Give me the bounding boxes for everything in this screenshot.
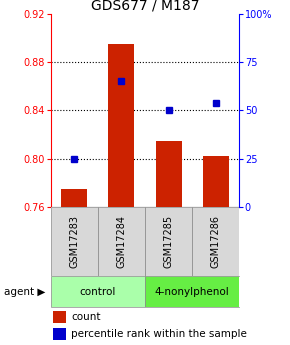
Text: GSM17284: GSM17284 [117,215,126,268]
Text: agent ▶: agent ▶ [3,287,45,296]
Bar [192,207,239,276]
Text: GSM17283: GSM17283 [69,215,79,268]
Text: control: control [80,287,116,296]
Bar [53,310,66,323]
Text: GSM17286: GSM17286 [211,215,221,268]
Bar [61,189,87,207]
Bar [156,141,182,207]
Title: GDS677 / M187: GDS677 / M187 [91,0,199,13]
Bar [145,207,192,276]
Text: percentile rank within the sample: percentile rank within the sample [71,329,247,339]
Bar [51,207,98,276]
Bar [98,207,145,276]
Bar [53,328,66,340]
Bar [51,276,145,307]
Text: count: count [71,312,101,322]
Bar [108,44,134,207]
Bar [145,276,239,307]
Text: GSM17285: GSM17285 [164,215,173,268]
Bar [203,156,229,207]
Text: 4-nonylphenol: 4-nonylphenol [155,287,229,296]
